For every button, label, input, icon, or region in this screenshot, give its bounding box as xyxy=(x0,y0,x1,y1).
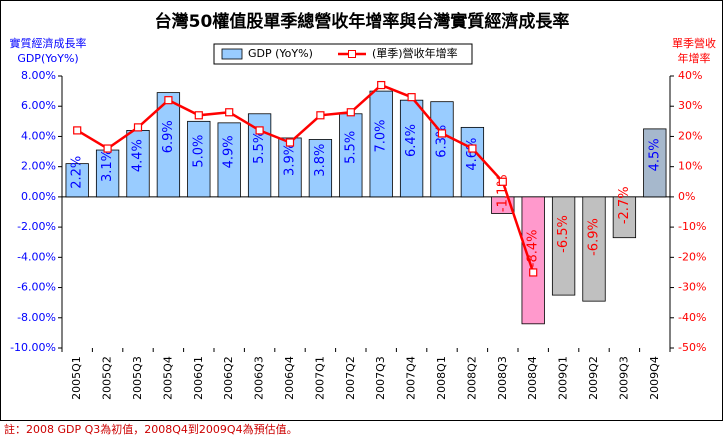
x-tick-label: 2005Q1 xyxy=(70,356,83,400)
line-marker xyxy=(285,138,295,147)
data-label: 3.9% xyxy=(283,143,298,176)
legend-label: GDP (YoY%) xyxy=(248,47,313,60)
data-label: 5.0% xyxy=(191,135,206,168)
data-label: -8.4% xyxy=(526,229,541,267)
data-label: 4.9% xyxy=(222,135,237,168)
x-tick-label: 2009Q1 xyxy=(557,356,570,400)
x-tick-label: 2008Q2 xyxy=(465,356,478,400)
data-label: -2.7% xyxy=(617,186,632,224)
y-tick-label: -10.00% xyxy=(10,341,56,354)
bar xyxy=(65,163,89,198)
x-tick-label: 2009Q4 xyxy=(648,356,661,400)
y-tick-label: 4.00% xyxy=(21,129,56,142)
line-marker xyxy=(377,80,386,90)
data-label: 7.0% xyxy=(374,119,389,152)
x-tick-label: 2007Q3 xyxy=(374,356,387,400)
x-tick-label: 2005Q4 xyxy=(161,356,174,400)
line-marker xyxy=(255,126,264,135)
y-axis-label: GDP(YoY%) xyxy=(17,52,78,65)
y-tick-label: 8.00% xyxy=(21,69,56,82)
y-tick-label: -6.00% xyxy=(17,281,56,294)
x-tick-label: 2009Q2 xyxy=(587,356,600,400)
bar xyxy=(551,196,576,296)
x-tick-label: 2005Q2 xyxy=(101,356,114,400)
y2-tick-label: -10% xyxy=(678,220,706,233)
note: 註：2008 GDP Q3為初值，2008Q4到2009Q4為預估值。 xyxy=(4,422,298,436)
y2-tick-label: 10% xyxy=(678,160,702,173)
y-tick-label: -4.00% xyxy=(17,250,56,263)
bar xyxy=(247,113,272,198)
x-tick-label: 2008Q3 xyxy=(496,356,509,400)
y-tick-label: 6.00% xyxy=(21,99,56,112)
y2-tick-label: 40% xyxy=(678,69,702,82)
line xyxy=(76,83,535,273)
y-tick-label: 0.00% xyxy=(21,190,56,203)
line-marker xyxy=(133,123,143,132)
x-tick-label: 2007Q2 xyxy=(344,356,357,400)
data-label: 3.8% xyxy=(313,144,328,177)
bar xyxy=(278,137,302,198)
line-marker xyxy=(73,126,82,135)
data-label: 4.4% xyxy=(131,139,146,172)
y-tick-label: -2.00% xyxy=(17,220,56,233)
line-marker xyxy=(164,96,173,105)
y2-tick-label: -40% xyxy=(678,311,706,324)
bar xyxy=(217,122,241,198)
line-marker xyxy=(468,144,477,153)
data-label: 4.5% xyxy=(647,138,662,171)
data-label: 5.5% xyxy=(343,131,358,164)
x-tick-label: 2006Q4 xyxy=(283,356,296,400)
x-tick-label: 2007Q4 xyxy=(405,356,418,400)
x-tick-label: 2008Q4 xyxy=(526,356,539,400)
bar xyxy=(521,196,545,325)
data-label: 2.2% xyxy=(70,156,85,189)
bar xyxy=(612,196,637,239)
line-marker xyxy=(437,129,447,138)
x-tick-label: 2006Q1 xyxy=(192,356,205,400)
data-label: 6.9% xyxy=(161,120,176,153)
chart-title: 台灣50權值股單季總營收年增率與台灣實質經濟成長率 xyxy=(155,11,570,32)
data-label: 6.4% xyxy=(404,124,419,157)
y2-tick-label: 20% xyxy=(678,129,702,142)
legend-label: (單季)營收年增率 xyxy=(372,46,458,60)
line-marker xyxy=(316,111,325,120)
data-label: 5.5% xyxy=(252,131,267,164)
x-tick-label: 2007Q1 xyxy=(313,356,326,400)
bar xyxy=(187,120,211,198)
line-marker xyxy=(194,111,203,120)
bar xyxy=(308,139,333,198)
bar xyxy=(643,128,667,198)
line-marker xyxy=(346,108,355,117)
x-tick-label: 2005Q3 xyxy=(131,356,144,400)
line-marker xyxy=(498,177,507,186)
data-label: -6.5% xyxy=(556,215,571,253)
data-label: -6.9% xyxy=(587,218,602,256)
x-tick-label: 2009Q3 xyxy=(617,356,630,400)
legend-marker xyxy=(348,50,356,58)
legend-swatch xyxy=(221,48,243,60)
y-axis-label: 實質經濟成長率 xyxy=(10,36,87,50)
y2-tick-label: -20% xyxy=(678,250,706,263)
data-label: 3.1% xyxy=(100,149,115,182)
x-tick-label: 2006Q2 xyxy=(222,356,235,400)
y-tick-label: 2.00% xyxy=(21,160,56,173)
x-tick-label: 2008Q1 xyxy=(435,356,448,400)
y2-tick-label: 30% xyxy=(678,99,702,112)
line-marker xyxy=(103,144,112,153)
x-tick-label: 2006Q3 xyxy=(253,356,266,400)
y2-axis-label: 單季營收 xyxy=(672,36,716,50)
y2-tick-label: 0% xyxy=(678,190,695,203)
bar xyxy=(156,92,181,198)
line-marker xyxy=(407,93,416,102)
y-tick-label: -8.00% xyxy=(17,311,56,324)
bar xyxy=(582,196,606,302)
bar xyxy=(369,90,393,198)
y2-axis-label: 年增率 xyxy=(678,51,711,65)
y2-tick-label: -30% xyxy=(678,281,706,294)
line-marker xyxy=(225,108,234,117)
y2-tick-label: -50% xyxy=(678,341,706,354)
line-marker xyxy=(529,268,538,277)
